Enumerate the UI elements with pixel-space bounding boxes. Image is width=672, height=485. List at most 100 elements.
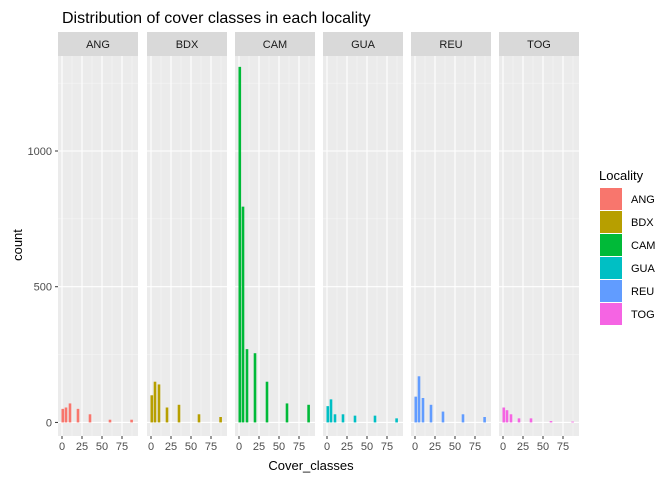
x-tick-label: 0 (236, 441, 242, 453)
bar-cam (285, 403, 289, 423)
panel-background (147, 56, 227, 436)
bar-ang (64, 407, 68, 423)
bar-ang (76, 408, 80, 423)
legend-key-gua (600, 257, 622, 279)
x-tick-label: 75 (381, 441, 393, 453)
facet-panel-cam: CAM (235, 32, 315, 436)
legend-key-reu (600, 280, 622, 302)
facet-strip-label: ANG (86, 39, 110, 51)
panel-background (499, 56, 579, 436)
bar-tog (509, 414, 513, 423)
bar-bdx (157, 384, 161, 423)
facet-panel-ang: ANG (58, 32, 138, 436)
facet-strip (499, 32, 579, 56)
bar-tog (571, 421, 574, 423)
bar-bdx (197, 414, 201, 423)
legend-key-cam (600, 234, 622, 256)
x-tick-label: 25 (429, 441, 441, 453)
bar-gua (329, 399, 333, 423)
bar-gua (341, 414, 345, 423)
bar-gua (373, 415, 377, 423)
x-tick-label: 0 (500, 441, 506, 453)
legend-key-ang (600, 188, 622, 210)
facet-strip-label: GUA (351, 39, 376, 51)
facet-strip-label: BDX (176, 39, 199, 51)
panel-background (58, 56, 138, 436)
bar-ang (61, 408, 65, 423)
bar-bdx (153, 381, 157, 423)
y-tick-label: 500 (34, 282, 52, 294)
bar-cam (307, 404, 310, 423)
x-axis-title: Cover_classes (268, 458, 354, 473)
legend-label-reu: REU (631, 286, 654, 298)
legend-key-tog (600, 303, 622, 325)
facet-panel-reu: REU (411, 32, 491, 436)
x-tick-label: 25 (517, 441, 529, 453)
y-axis: 0 500 1000 (28, 146, 58, 429)
bar-reu (421, 398, 425, 423)
bar-bdx (150, 395, 154, 423)
bar-ang (88, 414, 92, 423)
bar-gua (353, 415, 357, 423)
bar-reu (441, 411, 445, 423)
legend-label-bdx: BDX (631, 217, 654, 229)
x-tick-label: 0 (324, 441, 330, 453)
x-tick-label: 75 (116, 441, 128, 453)
facet-strip (323, 32, 403, 56)
x-axis: 0 25 50 75 0 25 50 75 0 25 50 75 0 25 50 75 0 25 50 75 0 25 50… (59, 436, 569, 453)
bar-reu (429, 404, 433, 423)
x-tick-label: 25 (76, 441, 88, 453)
bar-tog (529, 418, 533, 423)
legend: Locality ANG BDX CAM GUA REU TOG (599, 168, 656, 325)
x-tick-label: 50 (449, 441, 461, 453)
x-tick-label: 25 (165, 441, 177, 453)
bar-gua (395, 418, 398, 423)
facet-strip-label: REU (439, 39, 462, 51)
bar-cam (245, 349, 249, 423)
bar-tog (502, 407, 506, 423)
x-tick-label: 75 (469, 441, 481, 453)
legend-title: Locality (599, 168, 644, 183)
x-tick-label: 50 (273, 441, 285, 453)
y-axis-title: count (10, 229, 25, 261)
bar-gua (326, 406, 330, 423)
x-tick-label: 50 (537, 441, 549, 453)
legend-label-gua: GUA (631, 263, 656, 275)
facet-panel-gua: GUA (323, 32, 403, 436)
bar-cam (265, 381, 269, 423)
panel-background (235, 56, 315, 436)
y-tick-label: 0 (46, 417, 52, 429)
facet-panel-tog: TOG (499, 32, 579, 436)
facet-panel-bdx: BDX (147, 32, 227, 436)
facet-strip-label: CAM (263, 39, 287, 51)
panel-background (323, 56, 403, 436)
x-tick-label: 25 (341, 441, 353, 453)
legend-label-ang: ANG (631, 194, 655, 206)
x-tick-label: 0 (412, 441, 418, 453)
bar-reu (461, 414, 465, 423)
facet-strip (58, 32, 138, 56)
facet-panels: ANG BDX CAM GUA REU TOG (58, 32, 579, 436)
bar-ang (68, 403, 72, 423)
bar-tog (549, 421, 553, 423)
bar-reu (483, 417, 486, 423)
bar-cam (238, 66, 242, 423)
facet-strip-label: TOG (527, 39, 551, 51)
bar-ang (130, 419, 133, 423)
facet-strip (411, 32, 491, 56)
bar-bdx (165, 407, 169, 423)
facet-strip (235, 32, 315, 56)
legend-label-cam: CAM (631, 240, 655, 252)
bar-bdx (219, 417, 222, 423)
x-tick-label: 0 (148, 441, 154, 453)
bar-tog (517, 418, 521, 423)
legend-label-tog: TOG (631, 309, 655, 321)
x-tick-label: 75 (293, 441, 305, 453)
bar-bdx (177, 404, 181, 423)
bar-gua (333, 414, 337, 423)
legend-key-bdx (600, 211, 622, 233)
y-tick-label: 1000 (28, 146, 52, 158)
x-tick-label: 50 (96, 441, 108, 453)
bar-cam (241, 206, 245, 423)
